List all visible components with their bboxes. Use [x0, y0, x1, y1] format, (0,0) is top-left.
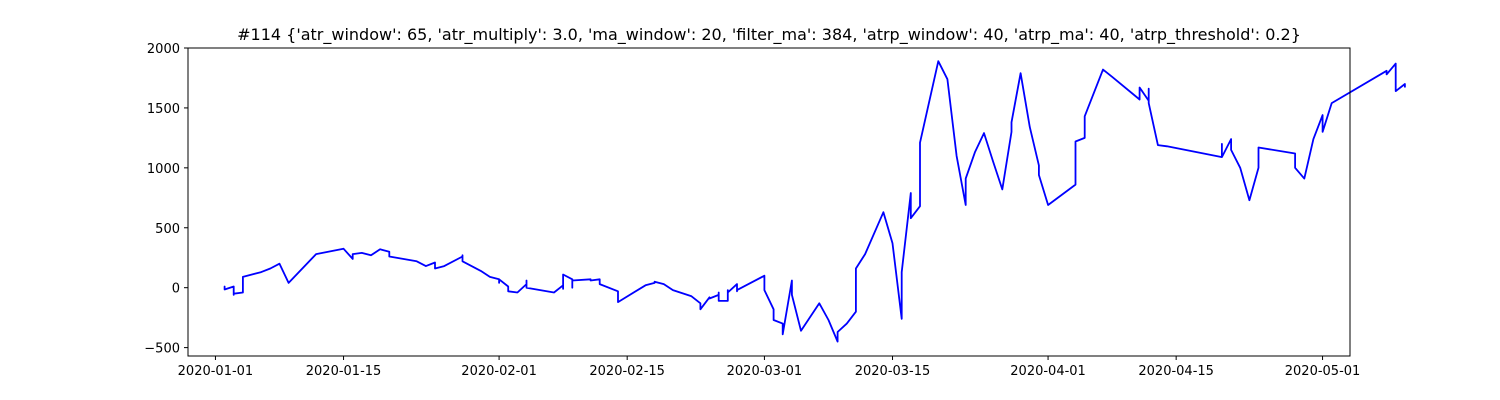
- x-tick-label: 2020-02-01: [461, 364, 537, 379]
- x-tick-label: 2020-04-15: [1138, 364, 1214, 379]
- x-tick-label: 2020-05-01: [1285, 364, 1361, 379]
- x-axis-ticks: 2020-01-01 2020-01-15 2020-02-01 2020-02-15…: [178, 356, 1361, 379]
- y-tick-label: −500: [144, 342, 180, 357]
- y-tick-label: 2000: [147, 42, 180, 57]
- y-tick-label: 500: [155, 222, 180, 237]
- y-tick-label: 1500: [147, 102, 180, 117]
- series-line: [223, 60, 1406, 343]
- series-layer: [223, 60, 1406, 343]
- x-tick-label: 2020-01-01: [178, 364, 254, 379]
- x-tick-label: 2020-03-01: [727, 364, 803, 379]
- x-tick-label: 2020-04-01: [1010, 364, 1086, 379]
- y-axis-ticks: −500 0 500 1000 1500 2000: [144, 42, 188, 357]
- y-tick-label: 1000: [147, 162, 180, 177]
- plot-frame: [187, 47, 1351, 357]
- x-tick-label: 2020-02-15: [589, 364, 665, 379]
- chart-title: #114 {'atr_window': 65, 'atr_multiply': …: [237, 25, 1301, 45]
- x-tick-label: 2020-03-15: [855, 364, 931, 379]
- y-tick-label: 0: [172, 282, 180, 297]
- x-tick-label: 2020-01-15: [306, 364, 382, 379]
